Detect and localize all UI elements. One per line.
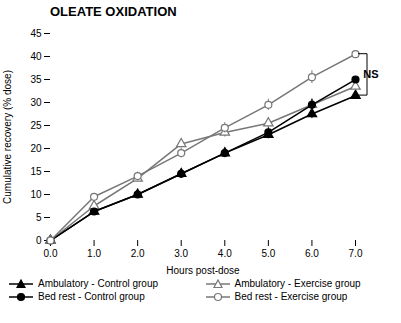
html-text:Bed rest - Control group: Bed rest - Control group [38, 291, 145, 302]
svg-text:3.0: 3.0 [174, 248, 188, 259]
svg-text:35: 35 [30, 74, 42, 85]
html-text:Bed rest - Exercise group: Bed rest - Exercise group [234, 291, 348, 302]
svg-text:45: 45 [30, 28, 42, 39]
svg-text:4.0: 4.0 [218, 248, 232, 259]
svg-text:15: 15 [30, 166, 42, 177]
svg-text:20: 20 [30, 143, 42, 154]
svg-text:Hours post-dose: Hours post-dose [166, 265, 240, 276]
svg-text:6.0: 6.0 [305, 248, 319, 259]
svg-text:25: 25 [30, 120, 42, 131]
svg-text:30: 30 [30, 97, 42, 108]
svg-text:0: 0 [36, 235, 42, 246]
svg-text:5: 5 [36, 212, 42, 223]
svg-text:7.0: 7.0 [349, 248, 363, 259]
svg-text:5.0: 5.0 [261, 248, 275, 259]
svg-text:NS: NS [363, 68, 378, 80]
svg-text:10: 10 [30, 189, 42, 200]
svg-text:1.0: 1.0 [87, 248, 101, 259]
svg-text:40: 40 [30, 51, 42, 62]
html-text:OLEATE OXIDATION: OLEATE OXIDATION [50, 4, 177, 19]
svg-text:Cumulative recovery (% dose): Cumulative recovery (% dose) [2, 70, 13, 204]
html-text:Ambulatory - Exercise group: Ambulatory - Exercise group [234, 278, 361, 289]
html-text:Ambulatory - Control group: Ambulatory - Control group [38, 278, 159, 289]
svg-text:2.0: 2.0 [131, 248, 145, 259]
svg-text:0.0: 0.0 [44, 248, 58, 259]
